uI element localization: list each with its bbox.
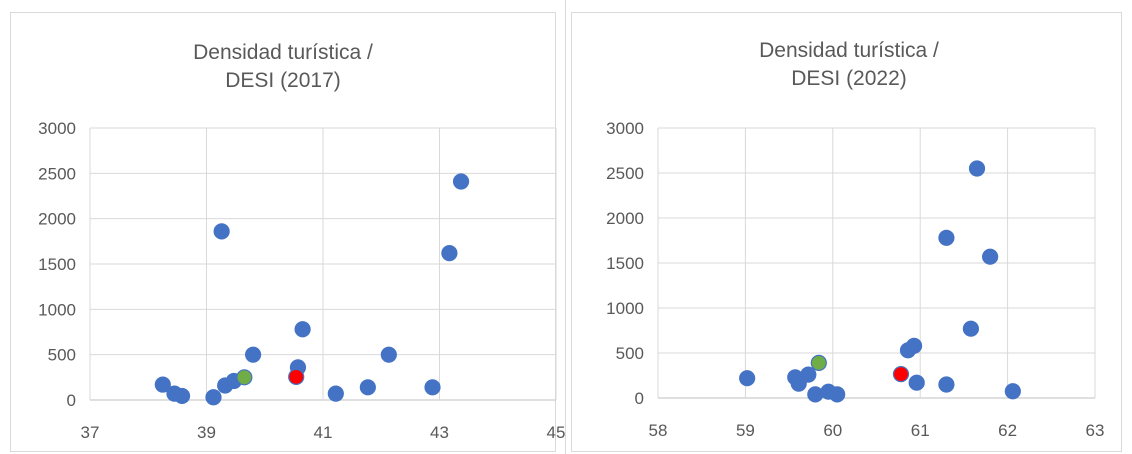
y-tick-label: 2000 (38, 210, 76, 229)
x-tick-label: 45 (547, 423, 566, 442)
y-tick-label: 2500 (38, 164, 76, 183)
chart-title: Densidad turística / DESI (2022) (566, 37, 1132, 93)
scatter-plot-2022: 0 500 1000 1500 2000 2500 3000 58 59 60 61 62 63 (606, 119, 1105, 440)
data-point (938, 376, 955, 393)
x-tick-label: 63 (1086, 421, 1105, 440)
data-point (245, 346, 262, 363)
x-tick-label: 59 (736, 421, 755, 440)
data-point (1004, 383, 1021, 400)
chart-title: Densidad turística / DESI (2017) (0, 39, 566, 95)
data-point (810, 354, 827, 371)
data-point (800, 366, 817, 383)
data-point (739, 370, 756, 387)
data-point (236, 369, 253, 386)
data-point (294, 321, 311, 338)
x-tick-label: 41 (314, 423, 333, 442)
y-tick-label: 3000 (38, 119, 76, 138)
data-point (905, 337, 923, 354)
chart-panel-2022: Densidad turística / DESI (2022) 0 500 100… (566, 0, 1132, 454)
data-point (424, 379, 441, 396)
chart-title-line-2: DESI (2017) (225, 69, 341, 92)
data-point (829, 386, 846, 403)
data-point (213, 223, 230, 240)
y-tick-label: 0 (67, 391, 76, 410)
y-tick-label: 1500 (606, 254, 644, 273)
data-point (154, 376, 171, 393)
chart-frame (571, 12, 1122, 452)
data-point (982, 248, 999, 265)
data-point (327, 385, 344, 402)
data-point (359, 379, 376, 396)
y-tick-label: 500 (616, 344, 644, 363)
data-point (807, 386, 824, 403)
data-point (380, 346, 397, 363)
data-point (962, 320, 979, 337)
panel-divider (565, 0, 566, 454)
chart-panel-2017: Densidad turística / DESI (2017) 0 500 100… (0, 12, 566, 452)
data-point (452, 173, 470, 190)
x-tick-label: 43 (430, 423, 449, 442)
chart-title-line-1: Densidad turística / (193, 41, 373, 64)
data-point (892, 366, 910, 383)
data-point (173, 387, 191, 405)
y-tick-label: 1500 (38, 255, 76, 274)
x-tick-label: 58 (649, 421, 668, 440)
x-tick-label: 39 (197, 423, 216, 442)
data-point (908, 374, 925, 391)
data-point (938, 229, 955, 246)
chart-title-line-1: Densidad turística / (759, 39, 939, 62)
chart-title-line-2: DESI (2022) (791, 67, 907, 90)
y-tick-label: 2000 (606, 209, 644, 228)
x-tick-label: 37 (81, 423, 100, 442)
scatter-plot-2017: 0 500 1000 1500 2000 2500 3000 37 39 41 43 45 (38, 119, 566, 442)
y-tick-label: 500 (48, 346, 76, 365)
y-tick-label: 2500 (606, 164, 644, 183)
y-tick-label: 3000 (606, 119, 644, 138)
x-tick-label: 61 (911, 421, 930, 440)
x-tick-label: 62 (998, 421, 1017, 440)
y-tick-label: 0 (635, 389, 644, 408)
data-point (968, 160, 986, 177)
y-tick-label: 1000 (606, 299, 644, 318)
data-point (288, 368, 305, 385)
x-tick-label: 60 (823, 421, 842, 440)
data-point (441, 245, 458, 262)
data-point (205, 389, 222, 406)
y-tick-label: 1000 (38, 300, 76, 319)
